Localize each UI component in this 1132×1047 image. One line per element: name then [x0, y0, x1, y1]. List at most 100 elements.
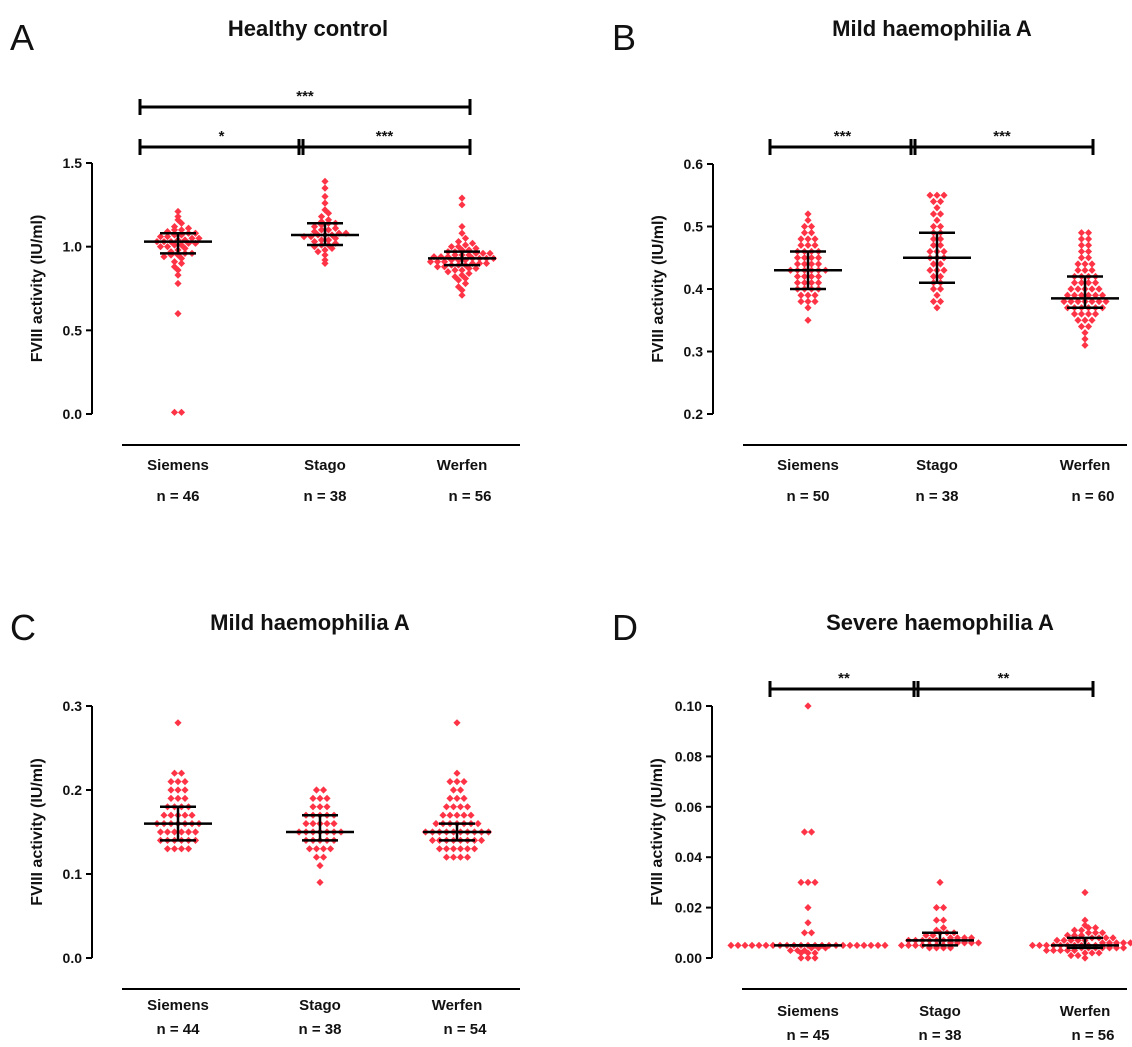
- significance-bracket: ***: [909, 128, 1095, 155]
- data-point: [922, 931, 930, 939]
- data-point: [456, 853, 465, 861]
- data-point: [319, 786, 328, 794]
- data-point: [446, 811, 454, 819]
- data-point: [1070, 926, 1079, 934]
- x-category-label: Werfen: [437, 457, 488, 474]
- data-point: [184, 828, 193, 836]
- data-point: [929, 285, 938, 293]
- panel-b: B Mild haemophilia A 0.2 0.3 0.4 0.5 0.6 FVIII …: [612, 16, 1127, 505]
- data-point: [804, 878, 812, 886]
- data-point: [323, 803, 331, 811]
- data-point: [309, 820, 317, 828]
- data-point: [1081, 260, 1089, 268]
- data-point: [793, 254, 802, 262]
- data-point: [167, 786, 175, 794]
- data-point: [449, 786, 458, 794]
- significance-bracket: ***: [138, 88, 472, 115]
- data-point: [1077, 931, 1086, 939]
- data-point: [881, 941, 889, 949]
- data-point: [433, 263, 442, 271]
- data-point: [929, 297, 938, 306]
- data-point: [1077, 254, 1086, 262]
- data-point: [442, 803, 451, 811]
- group-werfen: [1051, 229, 1119, 349]
- data-point: [1077, 926, 1086, 934]
- x-category-label: Stago: [299, 997, 341, 1014]
- x-category-label: Siemens: [147, 997, 209, 1014]
- data-point: [1081, 266, 1089, 274]
- data-point: [446, 778, 454, 786]
- data-point: [860, 941, 868, 949]
- group-siemens: [727, 702, 889, 962]
- data-point: [316, 794, 324, 802]
- data-point: [177, 769, 186, 777]
- data-point: [317, 226, 326, 234]
- data-point: [174, 271, 182, 279]
- group-siemens: [144, 719, 212, 853]
- data-point: [727, 941, 735, 949]
- data-point: [940, 247, 948, 256]
- data-point: [321, 184, 329, 192]
- data-point: [1088, 316, 1096, 324]
- data-point: [324, 209, 333, 217]
- data-point: [1049, 946, 1058, 955]
- data-point: [929, 235, 938, 243]
- x-n-label: n = 38: [919, 1027, 962, 1044]
- panel-title: Mild haemophilia A: [832, 16, 1032, 41]
- data-point: [793, 279, 802, 287]
- data-point: [163, 845, 172, 853]
- data-point: [1074, 297, 1082, 306]
- data-point: [319, 845, 328, 853]
- x-category-label: Werfen: [1060, 457, 1111, 474]
- data-point: [177, 845, 186, 853]
- data-point: [454, 238, 463, 246]
- x-n-label: n = 38: [304, 488, 347, 505]
- group-werfen: [1028, 888, 1132, 962]
- data-point: [936, 260, 945, 268]
- data-point: [1077, 291, 1086, 299]
- data-point: [323, 794, 331, 802]
- data-point: [933, 291, 941, 299]
- data-point: [331, 234, 340, 242]
- data-point: [156, 828, 165, 836]
- data-point: [453, 811, 461, 819]
- y-tick-label: 0.5: [63, 322, 83, 338]
- data-point: [734, 941, 742, 949]
- data-point: [321, 177, 329, 186]
- y-tick-label: 0.06: [675, 799, 702, 815]
- group-stago: [903, 191, 971, 312]
- y-tick-label: 0.2: [63, 782, 83, 798]
- y-tick-label: 0.08: [675, 748, 702, 764]
- y-tick-label: 0.00: [675, 950, 702, 966]
- data-point: [800, 279, 809, 287]
- data-point: [160, 253, 168, 261]
- data-point: [467, 811, 475, 819]
- x-n-label: n = 60: [1072, 488, 1115, 505]
- data-point: [442, 845, 451, 853]
- data-point: [486, 249, 494, 257]
- data-point: [321, 251, 329, 259]
- data-point: [1084, 229, 1093, 237]
- data-point: [451, 266, 459, 274]
- data-point: [174, 786, 182, 794]
- data-point: [867, 941, 875, 949]
- data-point: [804, 949, 812, 957]
- data-point: [797, 949, 805, 957]
- data-point: [181, 244, 189, 252]
- y-tick-label: 1.5: [63, 155, 83, 171]
- data-point: [170, 258, 179, 266]
- data-point: [458, 201, 466, 209]
- data-point: [170, 845, 179, 853]
- y-tick-label: 0.0: [63, 950, 83, 966]
- data-point: [461, 241, 470, 249]
- data-point: [1084, 241, 1093, 249]
- data-point: [451, 251, 459, 259]
- data-point: [1077, 247, 1086, 256]
- data-point: [463, 853, 472, 861]
- data-point: [323, 820, 331, 828]
- data-point: [797, 878, 805, 886]
- data-point: [939, 916, 948, 924]
- x-category-label: Stago: [919, 1003, 961, 1020]
- x-n-label: n = 38: [299, 1021, 342, 1038]
- data-point: [804, 954, 812, 962]
